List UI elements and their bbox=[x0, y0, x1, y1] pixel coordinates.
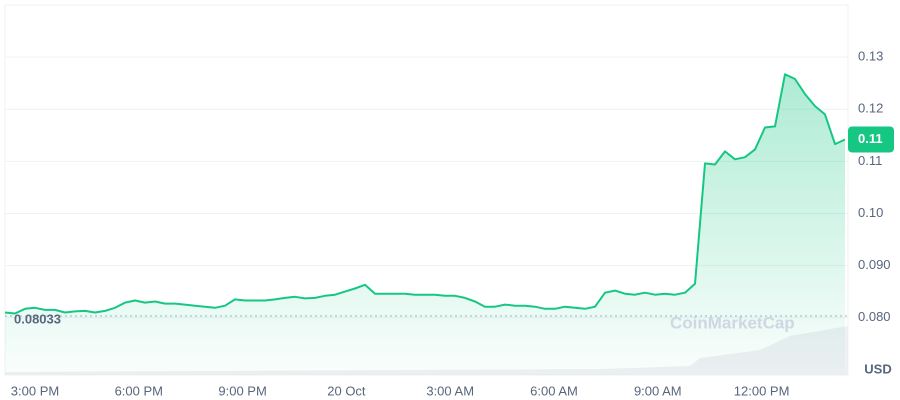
x-tick-label: 6:00 PM bbox=[115, 383, 163, 398]
start-price-label: 0.08033 bbox=[14, 311, 61, 326]
x-tick-label: 3:00 AM bbox=[426, 383, 474, 398]
plot bbox=[4, 73, 848, 376]
y-tick-label: 0.11 bbox=[858, 153, 882, 168]
price-line bbox=[4, 73, 846, 315]
watermark: CoinMarketCap bbox=[670, 313, 795, 332]
x-tick-label: 3:00 PM bbox=[11, 383, 59, 398]
y-tick-label: 0.13 bbox=[858, 49, 883, 64]
y-tick-label: 0.12 bbox=[858, 101, 883, 116]
x-tick-label: 6:00 AM bbox=[530, 383, 578, 398]
price-area bbox=[5, 74, 845, 376]
y-unit: USD bbox=[864, 361, 891, 376]
y-tick-label: 0.090 bbox=[858, 257, 891, 272]
x-tick-label: 9:00 AM bbox=[634, 383, 682, 398]
current-price-badge bbox=[848, 126, 894, 153]
x-tick-label: 20 Oct bbox=[327, 383, 366, 398]
y-tick-label: 0.10 bbox=[858, 205, 883, 220]
x-tick-label: 12:00 PM bbox=[734, 383, 790, 398]
y-tick-label: 0.080 bbox=[858, 309, 891, 324]
current-price-label: 0.11 bbox=[858, 131, 883, 146]
x-tick-label: 9:00 PM bbox=[218, 383, 266, 398]
